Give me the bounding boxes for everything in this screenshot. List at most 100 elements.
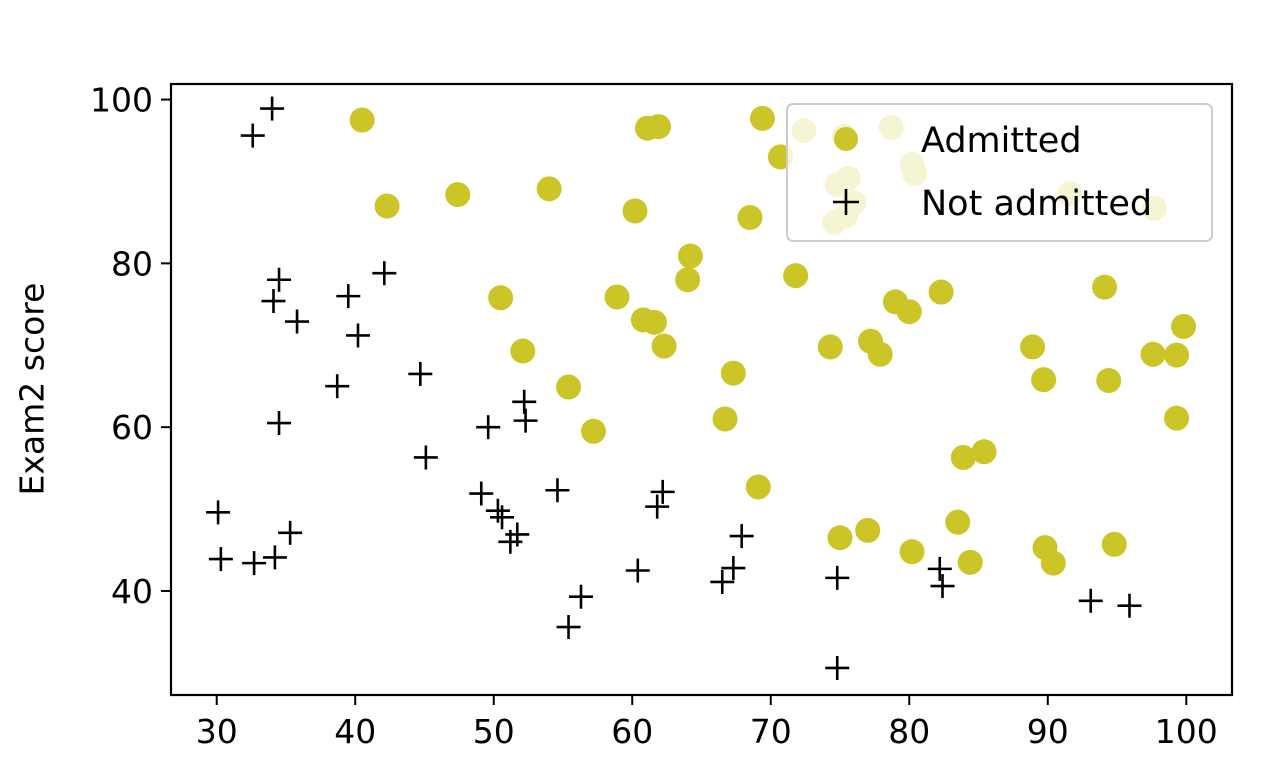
admitted-point (677, 243, 703, 269)
admitted-point (827, 525, 853, 551)
admitted-point (867, 341, 893, 367)
x-tick-label: 90 (1027, 712, 1069, 751)
not-admitted-point (556, 615, 581, 640)
admitted-point (817, 334, 843, 360)
not-admitted-point (825, 655, 850, 680)
admitted-point (445, 182, 471, 208)
not-admitted-point (513, 408, 538, 433)
admitted-point (374, 193, 400, 219)
admitted-point (580, 418, 606, 444)
admitted-point (651, 333, 677, 359)
admitted-point (896, 299, 922, 325)
not-admitted-point (512, 389, 537, 414)
not-admitted-point (267, 267, 292, 292)
y-tick-label: 60 (111, 408, 153, 447)
not-admitted-point (1078, 588, 1103, 613)
y-tick-label: 100 (90, 81, 153, 120)
y-tick-label: 40 (111, 572, 153, 611)
not-admitted-point (345, 323, 370, 348)
legend-marker-admitted (834, 127, 858, 151)
admitted-point (1101, 531, 1127, 557)
admitted-point (641, 309, 667, 335)
admitted-point (1164, 342, 1190, 368)
admitted-point (945, 509, 971, 535)
not-admitted-point (242, 551, 267, 576)
admitted-point (622, 198, 648, 224)
admitted-point (928, 279, 954, 305)
legend-box (786, 103, 1213, 242)
admitted-point (488, 285, 514, 311)
not-admitted-point (505, 522, 530, 547)
admitted-point (646, 114, 672, 140)
admitted-point (737, 205, 763, 231)
plot-frame (169, 82, 1234, 697)
admitted-point (1164, 405, 1190, 431)
x-tick-label: 80 (888, 712, 930, 751)
x-tick-label: 60 (611, 712, 653, 751)
not-admitted-point (336, 284, 361, 309)
not-admitted-point (260, 96, 285, 121)
not-admitted-point (408, 361, 433, 386)
admitted-point (957, 549, 983, 575)
not-admitted-point (240, 123, 265, 148)
legend-marker-not-admitted (833, 189, 859, 215)
y-ticks: 40 60 80 100 (90, 81, 171, 611)
admitted-point (536, 176, 562, 202)
admitted-point (1040, 550, 1066, 576)
not-admitted-point (729, 524, 754, 549)
x-tick-label: 40 (334, 712, 376, 751)
admitted-point (971, 439, 997, 465)
not-admitted-point (545, 478, 570, 503)
x-tick-label: 50 (473, 712, 515, 751)
admitted-point (855, 517, 881, 543)
not-admitted-point (825, 565, 850, 590)
admitted-point (899, 539, 925, 565)
not-admitted-point (650, 479, 675, 504)
not-admitted-point (413, 445, 438, 470)
legend-label-admitted: Admitted (921, 121, 1082, 161)
admitted-point (675, 267, 701, 293)
not-admitted-point (710, 569, 735, 594)
not-admitted-point (930, 574, 955, 599)
admitted-point (950, 444, 976, 470)
admitted-point (1096, 367, 1122, 393)
admitted-point (783, 263, 809, 289)
not-admitted-point (285, 309, 310, 334)
x-tick-label: 70 (750, 712, 792, 751)
admitted-point (556, 374, 582, 400)
admitted-point (712, 406, 738, 432)
admitted-point (745, 474, 771, 500)
admitted-point (749, 105, 775, 131)
not-admitted-point (721, 556, 746, 581)
not-admitted-point (469, 481, 494, 506)
not-admitted-point (325, 374, 350, 399)
admitted-point (1031, 367, 1057, 393)
not-admitted-point (625, 558, 650, 583)
not-admitted-point (206, 500, 231, 525)
not-admitted-point (645, 494, 670, 519)
x-tick-label: 30 (196, 712, 238, 751)
admitted-point (1140, 341, 1166, 367)
not-admitted-point (278, 520, 303, 545)
legend: Admitted Not admitted (786, 103, 1213, 242)
not-admitted-point (372, 261, 397, 286)
admitted-point (349, 107, 375, 133)
not-admitted-point (267, 411, 292, 436)
not-admitted-point (262, 545, 287, 570)
admitted-point (720, 360, 746, 386)
not-admitted-point (490, 505, 515, 530)
not-admitted-point (927, 556, 952, 581)
not-admitted-point (568, 584, 593, 609)
y-axis-label: Exam2 score (13, 283, 52, 496)
not-admitted-point (208, 547, 233, 572)
x-ticks: 30 40 50 60 70 80 90 100 (196, 695, 1218, 751)
admitted-point (1092, 274, 1118, 300)
not-admitted-point (485, 498, 510, 523)
x-tick-label: 100 (1155, 712, 1218, 751)
not-admitted-point (1117, 593, 1142, 618)
admitted-point (1020, 334, 1046, 360)
not-admitted-point (476, 415, 501, 440)
legend-label-not-admitted: Not admitted (921, 184, 1152, 224)
y-tick-label: 80 (111, 244, 153, 283)
